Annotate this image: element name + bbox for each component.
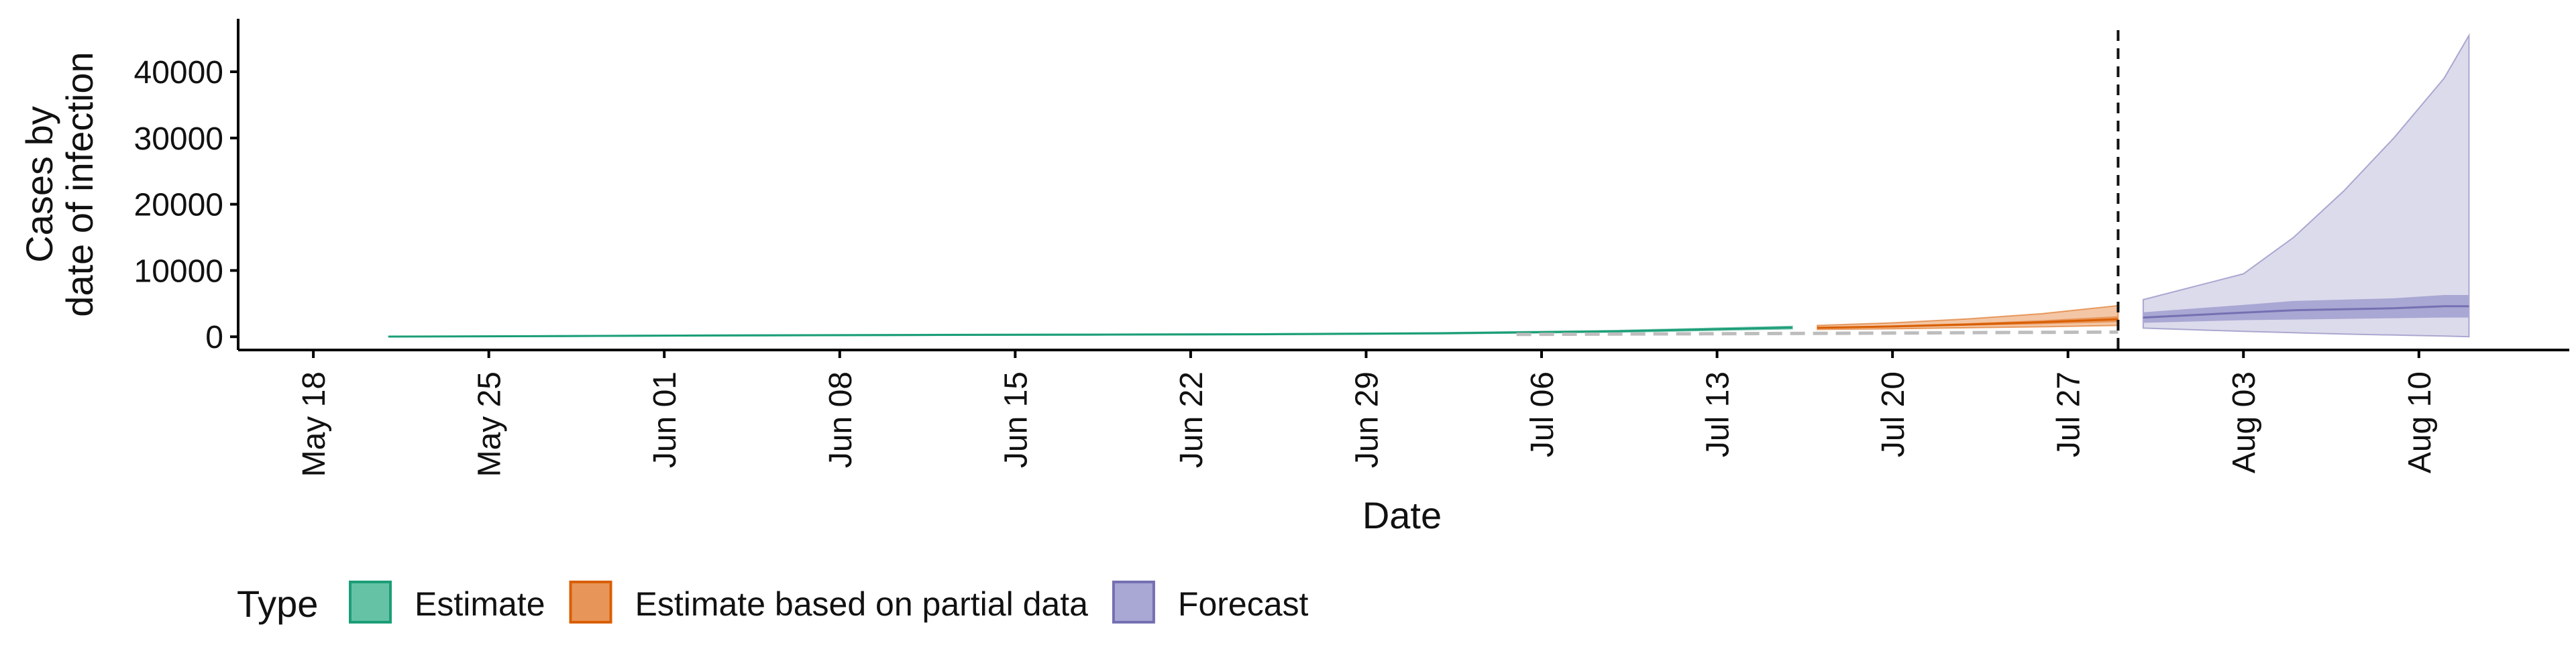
- y-axis-title-line: date of infection: [58, 52, 101, 316]
- x-tick-label: Jul 27: [2051, 371, 2087, 457]
- x-tick-label: Jul 06: [1525, 371, 1560, 457]
- x-tick-label: Aug 03: [2226, 371, 2262, 473]
- median-line-forecast: [2143, 305, 2469, 319]
- x-tick-label: Jun 22: [1174, 371, 1210, 468]
- legend-label: Forecast: [1178, 585, 1309, 623]
- legend-swatch: [569, 581, 612, 624]
- x-tick-label: Jun 29: [1349, 371, 1385, 468]
- x-tick-label: Jul 13: [1701, 371, 1736, 457]
- x-axis-title: Date: [1362, 494, 1442, 536]
- legend-label: Estimate based on partial data: [635, 585, 1089, 623]
- legend-label: Estimate: [415, 585, 545, 623]
- x-tick-label: Aug 10: [2402, 371, 2438, 473]
- y-tick-label: 40000: [134, 55, 223, 91]
- x-tick-label: Jul 20: [1876, 371, 1911, 457]
- legend-title: Type: [237, 583, 318, 625]
- reported-cases-line: [1516, 330, 2118, 337]
- y-tick-label: 0: [205, 320, 223, 355]
- x-tick-label: Jun 08: [823, 371, 859, 468]
- y-axis-title-line: Cases by: [18, 106, 60, 262]
- x-tick-label: Jun 01: [647, 371, 683, 468]
- bands-layer: [388, 32, 2470, 338]
- legend: Type Estimate Estimate based on partial da…: [237, 581, 1309, 625]
- x-tick-label: May 18: [297, 371, 332, 477]
- median-line-estimate-based-on-partial-data: [1817, 318, 2118, 329]
- y-tick-label: 30000: [134, 121, 223, 157]
- axes-layer: 0 10000 20000 30000 40000 May 18 May 25 Jun 01 J…: [134, 19, 2569, 477]
- x-tick-label: May 25: [472, 371, 508, 477]
- band-50-forecast: [2143, 295, 2469, 323]
- lines-layer: [388, 30, 2469, 350]
- legend-swatch: [349, 581, 392, 624]
- median-line-estimate: [388, 327, 1792, 338]
- y-tick-label: 20000: [134, 188, 223, 223]
- band-90-estimate-based-on-partial-data: [1817, 304, 2119, 331]
- y-tick-label: 10000: [134, 253, 223, 289]
- x-tick-label: Jun 15: [998, 371, 1034, 468]
- legend-swatch: [1112, 581, 1155, 624]
- band-90-forecast: [2142, 32, 2470, 338]
